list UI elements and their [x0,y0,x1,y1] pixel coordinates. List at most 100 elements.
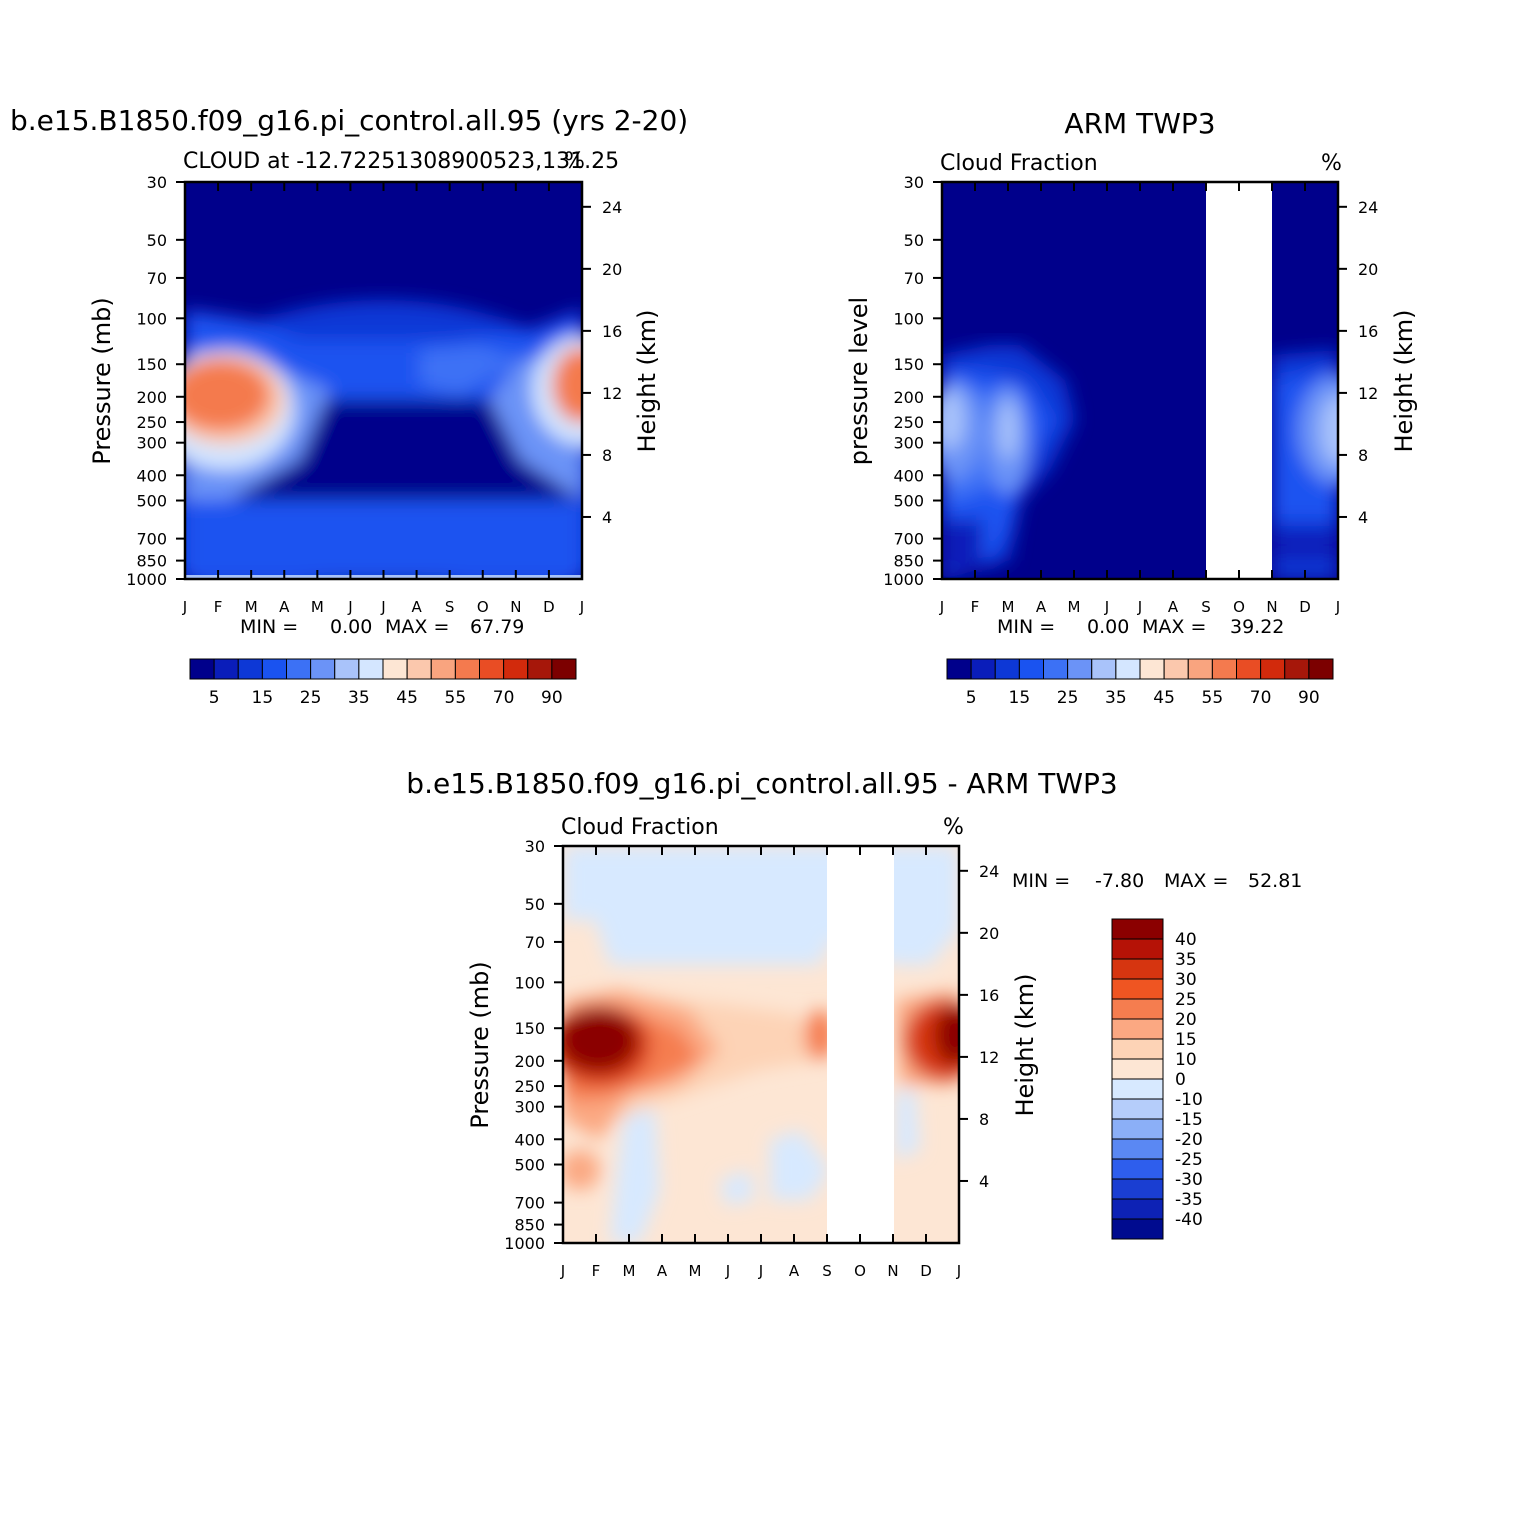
y-tick-label: 500 [514,1156,545,1175]
y-tick-label: 200 [136,388,167,407]
colorbar-label: 55 [445,688,467,708]
y-right-tick-label: 4 [1358,508,1368,527]
colorbar-label: 70 [1250,688,1272,708]
panel-units: % [564,149,585,174]
y-right-tick-label: 24 [1358,198,1378,217]
panel-units: % [943,815,964,840]
y-tick-label: 850 [893,552,924,571]
y-tick-label: 400 [136,466,167,485]
panel-title: b.e15.B1850.f09_g16.pi_control.all.95 - … [406,767,1117,800]
contour-field [185,182,582,579]
missing-data-gap [827,846,894,1243]
y-tick-label: 200 [893,388,924,407]
x-tick-label: J [1335,598,1340,616]
colorbar-swatch [1187,658,1213,680]
colorbar-swatch [1260,658,1286,680]
y-axis-label: pressure level [845,297,873,465]
y-right-tick-label: 16 [1358,322,1378,341]
y-tick-label: 70 [904,269,924,288]
y-right-tick-label: 20 [1358,260,1378,279]
colorbar-swatch [1163,658,1189,680]
y-tick-label: 150 [893,355,924,374]
x-tick-label: N [887,1262,898,1280]
max-label: MAX = [1164,870,1228,892]
x-tick-label: M [1068,598,1081,616]
y-right-tick-label: 24 [979,862,999,881]
panel-subtitle: CLOUD at -12.72251308900523,131.25 [183,149,619,174]
y-tick-label: 30 [904,173,924,192]
y-right-tick-label: 8 [979,1110,989,1129]
y-tick-label: 250 [893,413,924,432]
colorbar-swatch [1139,658,1165,680]
colorbar-swatch [479,658,505,680]
y-tick-label: 850 [136,552,167,571]
contour-field [942,182,1338,579]
x-tick-label: J [380,598,385,616]
colorbar-swatch [454,658,480,680]
colorbar-swatch [1111,998,1164,1020]
min-value: 0.00 [1087,616,1129,638]
min-value: -7.80 [1095,870,1144,892]
colorbar-swatch [1043,658,1069,680]
x-tick-label: O [1233,598,1245,616]
y-axis-label: Pressure (mb) [466,961,494,1128]
colorbar-swatch [1111,938,1164,960]
x-tick-label: A [789,1262,800,1280]
x-tick-label: J [182,598,187,616]
x-tick-label: F [592,1262,601,1280]
colorbar-label: -10 [1175,1090,1203,1110]
colorbar-label: -30 [1175,1170,1203,1190]
panel-units: % [1321,151,1342,176]
colorbar-swatch [946,658,972,680]
missing-data-gap [1206,182,1272,579]
min-label: MIN = [997,616,1055,638]
y-tick-label: 150 [514,1019,545,1038]
colorbar-swatch [1111,1098,1164,1120]
y-tick-label: 1000 [883,570,924,589]
y-right-tick-label: 8 [602,446,612,465]
x-tick-label: S [1201,598,1211,616]
y-right-tick-label: 20 [979,924,999,943]
x-tick-label: M [623,1262,636,1280]
y-tick-label: 700 [136,530,167,549]
colorbar-swatch [1111,1058,1164,1080]
colorbar-label: 25 [1175,990,1197,1010]
y-tick-label: 100 [514,973,545,992]
panel-title: b.e15.B1850.f09_g16.pi_control.all.95 (y… [10,104,688,137]
x-tick-label: A [279,598,290,616]
colorbar-swatch [503,658,529,680]
colorbar-swatch [527,658,553,680]
colorbar-swatch [406,658,432,680]
colorbar-label: 15 [252,688,274,708]
x-tick-label: N [510,598,521,616]
y-tick-label: 30 [147,173,167,192]
y-axis-right-label: Height (km) [1011,974,1039,1117]
colorbar-label: 10 [1175,1050,1197,1070]
colorbar-swatch [189,658,215,680]
x-tick-label: A [1168,598,1179,616]
colorbar-swatch [1111,958,1164,980]
x-tick-label: A [411,598,422,616]
colorbar-swatch [994,658,1020,680]
colorbar-label: 30 [1175,970,1197,990]
y-right-tick-label: 4 [979,1172,989,1191]
colorbar-label: 5 [966,688,977,708]
max-value: 39.22 [1230,616,1284,638]
max-value: 67.79 [470,616,524,638]
colorbar-swatch [1111,1118,1164,1140]
colorbar-swatch [1018,658,1044,680]
colorbar-swatch [1111,1178,1164,1200]
x-tick-label: J [758,1262,763,1280]
x-tick-label: J [1104,598,1109,616]
x-tick-label: D [1299,598,1311,616]
colorbar-swatch [286,658,312,680]
y-right-tick-label: 12 [979,1048,999,1067]
x-tick-label: J [347,598,352,616]
colorbar-label: 35 [348,688,370,708]
colorbar-label: 35 [1175,950,1197,970]
